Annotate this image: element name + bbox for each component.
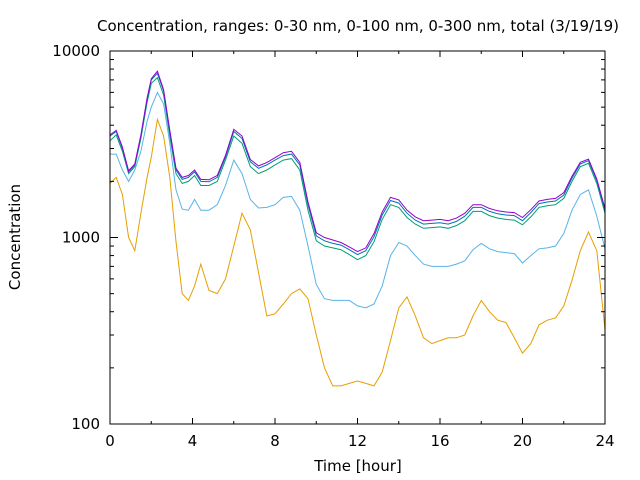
x-tick-label: 24 [595, 432, 614, 450]
series-line-4 [109, 72, 606, 256]
chart-title: Concentration, ranges: 0-30 nm, 0-100 nm… [97, 17, 619, 35]
series-line-3 [109, 76, 606, 261]
series-line-5 [109, 70, 606, 253]
y-axis-label: Concentration [6, 184, 24, 290]
series-line-2 [110, 91, 606, 309]
plot-frame [109, 50, 606, 425]
series-layer [109, 70, 606, 387]
y-tick-label: 100 [71, 415, 100, 433]
x-tick-label: 0 [105, 432, 115, 450]
x-axis-label: Time [hour] [313, 457, 402, 475]
series-line-1 [109, 117, 606, 387]
x-tick-label: 16 [430, 432, 449, 450]
x-tick-label: 12 [348, 432, 367, 450]
x-tick-label: 8 [270, 432, 280, 450]
y-tick-label: 10000 [52, 42, 100, 60]
axis-layer: 0 4 8 12 16 20 24 100 1000 10000 [52, 42, 614, 450]
y-tick-label: 1000 [62, 229, 100, 247]
x-tick-label: 4 [188, 432, 198, 450]
x-tick-label: 20 [513, 432, 532, 450]
